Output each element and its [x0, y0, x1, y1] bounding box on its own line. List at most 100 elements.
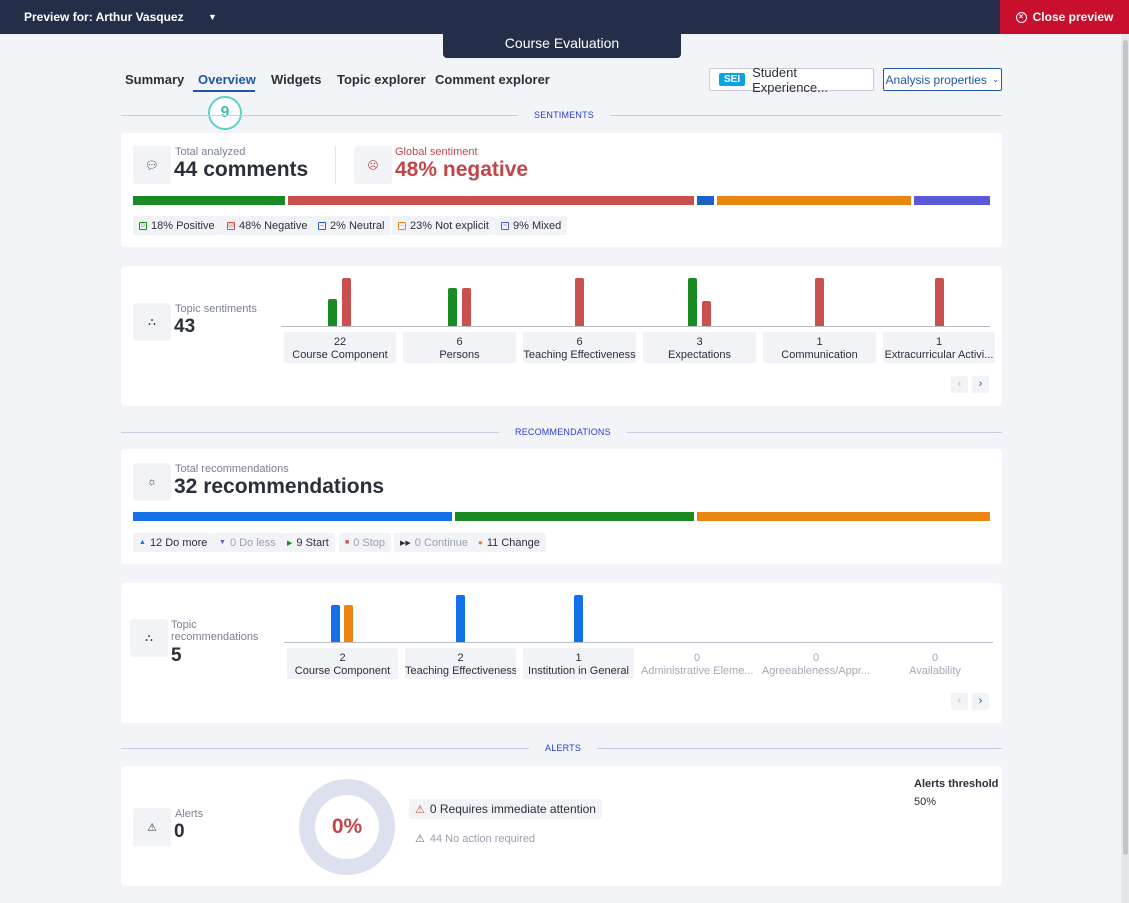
topic-name: Expectations: [668, 349, 731, 361]
bar-segment-positive: [133, 196, 286, 205]
alerts-label: Alerts: [175, 808, 204, 820]
topic-course-component[interactable]: 2 Course Component: [287, 648, 398, 679]
bar-course-component-change: [344, 605, 353, 642]
topic-teaching-effectiveness[interactable]: 6 Teaching Effectiveness: [523, 332, 636, 363]
bar-expectations-negative: [702, 301, 711, 326]
chip-mixed[interactable]: ~ 9% Mixed: [495, 216, 568, 235]
chip-do-less[interactable]: ▼ 0 Do less: [213, 533, 282, 552]
scrollbar-thumb[interactable]: [1123, 40, 1128, 855]
tab-summary[interactable]: Summary: [125, 72, 185, 87]
next-page-button[interactable]: ›: [972, 376, 989, 393]
topic-count: 3: [696, 336, 703, 348]
topic-name: Agreeableness/Appr...: [761, 665, 871, 677]
chip-stop-label: 0 Stop: [353, 536, 386, 549]
total-recommendations-value: 32 recommendations: [174, 475, 385, 498]
warning-icon: ⚠: [133, 808, 171, 846]
alerts-value: 0: [174, 821, 185, 842]
bar-teaching-negative: [575, 278, 584, 326]
chip-do-more[interactable]: ▲ 12 Do more: [133, 533, 214, 552]
active-tab-indicator: [193, 90, 255, 92]
caret-down-icon[interactable]: ▼: [208, 12, 217, 22]
topic-count: 2: [457, 652, 464, 664]
alerts-card: [121, 766, 1002, 886]
tab-overview[interactable]: Overview: [198, 72, 256, 87]
bar-segment-mixed: [913, 196, 990, 205]
topic-availability: 0 Availability: [879, 648, 991, 679]
chip-neutral-label: 2% Neutral: [330, 219, 385, 232]
hierarchy-icon: ⛬: [133, 303, 171, 341]
topic-name: Administrative Eleme...: [641, 665, 753, 677]
topic-teaching-effectiveness[interactable]: 2 Teaching Effectiveness: [405, 648, 516, 679]
chip-negative[interactable]: ☹ 48% Negative: [221, 216, 314, 235]
topic-extracurricular[interactable]: 1 Extracurricular Activi...: [883, 332, 995, 363]
topic-count: 22: [333, 336, 347, 348]
chip-immediate-attention[interactable]: ⚠ 0 Requires immediate attention: [409, 799, 602, 819]
chip-positive[interactable]: ☺ 18% Positive: [133, 216, 221, 235]
no-action-label: 44 No action required: [429, 832, 536, 845]
analysis-properties-button[interactable]: Analysis properties ⌄: [883, 68, 1002, 91]
bar-course-component-positive: [328, 299, 337, 326]
alerts-donut-value: 0%: [315, 795, 379, 859]
topic-administrative-elements: 0 Administrative Eleme...: [641, 648, 753, 679]
global-sentiment-label: Global sentiment: [395, 146, 478, 158]
chip-start[interactable]: ▶ 9 Start: [281, 533, 335, 552]
sentiment-face-icon: ☹: [354, 146, 392, 184]
alerts-threshold-label: Alerts threshold: [914, 778, 999, 790]
bar-persons-negative: [462, 288, 471, 326]
bar-communication-negative: [815, 278, 824, 326]
neutral-icon: –: [318, 221, 326, 230]
topic-name: Institution in General: [528, 665, 629, 677]
topic-name: Course Component: [292, 349, 388, 361]
topic-communication[interactable]: 1 Communication: [763, 332, 876, 363]
tab-topic-explorer[interactable]: Topic explorer: [337, 72, 426, 87]
topic-count: 0: [931, 652, 939, 664]
topic-expectations[interactable]: 3 Expectations: [643, 332, 756, 363]
chip-continue-label: 0 Continue: [414, 536, 468, 549]
chip-not-explicit[interactable]: – 23% Not explicit: [392, 216, 495, 235]
chip-do-less-label: 0 Do less: [229, 536, 276, 549]
next-page-button[interactable]: ›: [972, 693, 989, 710]
survey-selector[interactable]: SEI Student Experience...: [709, 65, 874, 95]
bar-segment-negative: [288, 196, 694, 205]
step-number-badge: 9: [208, 96, 242, 130]
survey-selector-label: Student Experience...: [752, 64, 828, 95]
total-recommendations-label: Total recommendations: [175, 463, 289, 475]
fast-forward-icon: ▶▶: [400, 539, 411, 547]
chip-continue[interactable]: ▶▶ 0 Continue: [394, 533, 474, 552]
topic-name: Communication: [781, 349, 858, 361]
warning-red-icon: ⚠: [415, 803, 425, 816]
alerts-threshold-value: 50%: [914, 796, 937, 808]
previous-page-button[interactable]: ‹: [951, 693, 968, 710]
topic-name: Teaching Effectiveness: [405, 665, 516, 677]
preview-user-select[interactable]: Preview for: Arthur Vasquez: [24, 10, 184, 24]
bar-persons-positive: [448, 288, 457, 326]
topic-institution-in-general[interactable]: 1 Institution in General: [523, 648, 634, 679]
chip-neutral[interactable]: – 2% Neutral: [312, 216, 391, 235]
global-sentiment-value: 48% negative: [395, 158, 529, 181]
topic-sentiments-value: 43: [174, 316, 196, 337]
topic-sentiments-label: Topic sentiments: [175, 303, 257, 315]
warning-grey-icon: ⚠: [415, 833, 425, 845]
comment-icon: 💬︎: [133, 146, 171, 184]
topic-course-component[interactable]: 22 Course Component: [284, 332, 396, 363]
topic-count: 1: [935, 336, 943, 348]
arrow-up-icon: ▲: [139, 539, 146, 546]
card-divider: [335, 146, 336, 184]
previous-page-button[interactable]: ‹: [951, 376, 968, 393]
topic-persons[interactable]: 6 Persons: [403, 332, 516, 363]
topic-count: 2: [339, 652, 346, 664]
topic-count: 1: [816, 336, 823, 348]
mixed-icon: ~: [501, 221, 509, 230]
topic-name: Persons: [439, 349, 480, 361]
no-action-item: ⚠ 44 No action required: [415, 832, 536, 846]
tab-widgets[interactable]: Widgets: [271, 72, 322, 87]
topic-count: 1: [575, 652, 582, 664]
chip-change[interactable]: ● 11 Change: [472, 533, 546, 552]
chip-stop[interactable]: ■ 0 Stop: [339, 533, 392, 552]
chip-negative-label: 48% Negative: [239, 219, 308, 232]
topic-name: Teaching Effectiveness: [523, 349, 636, 361]
close-preview-button[interactable]: × Close preview: [1000, 0, 1129, 34]
tab-comment-explorer[interactable]: Comment explorer: [435, 72, 550, 87]
chip-not-explicit-label: 23% Not explicit: [410, 219, 489, 232]
arrow-down-icon: ▼: [219, 539, 226, 546]
